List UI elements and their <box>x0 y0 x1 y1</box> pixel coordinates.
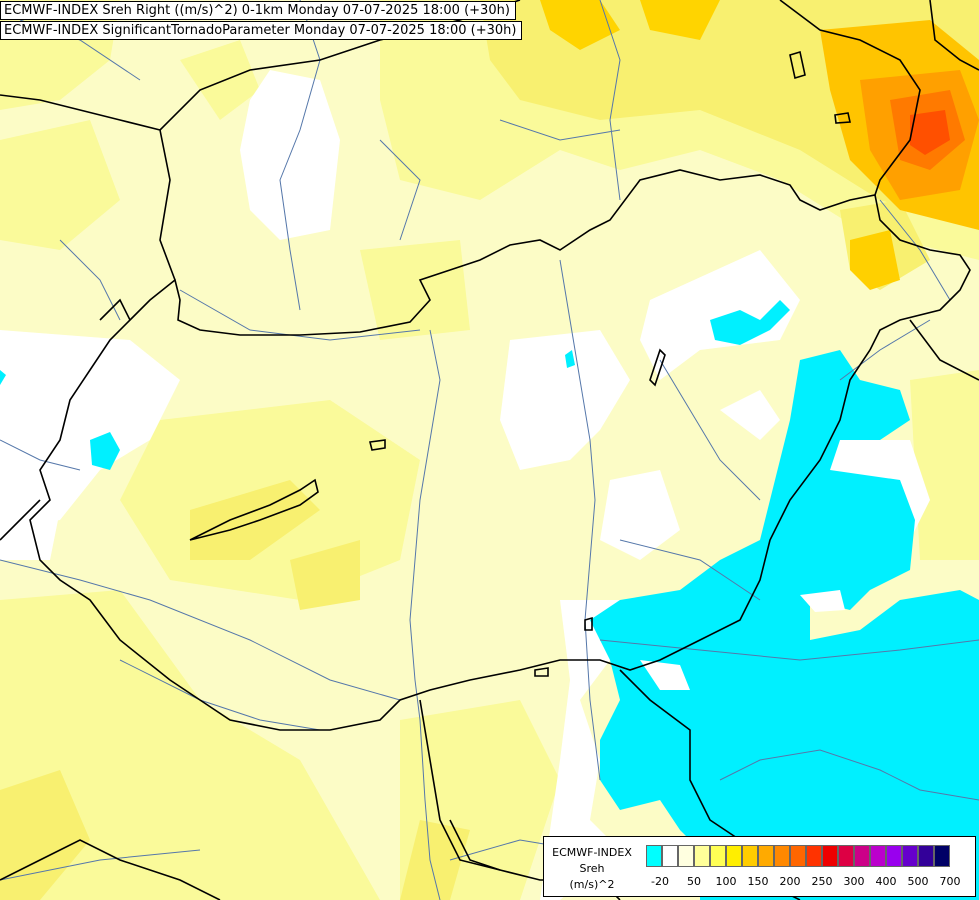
sreh-white-holes <box>640 590 845 690</box>
legend-swatch <box>934 845 950 867</box>
legend-tick-label: -20 <box>651 875 669 888</box>
legend-swatch <box>758 845 774 867</box>
legend-tick-label: 100 <box>715 875 737 888</box>
legend-swatch <box>790 845 806 867</box>
legend-swatch <box>838 845 854 867</box>
legend-swatch <box>902 845 918 867</box>
legend-tick-label: 500 <box>907 875 929 888</box>
legend-tick-label: 300 <box>843 875 865 888</box>
map-title-line-2: ECMWF-INDEX SignificantTornadoParameter … <box>0 21 523 40</box>
map-title-line-1: ECMWF-INDEX Sreh Right ((m/s)^2) 0-1km M… <box>0 1 516 20</box>
legend-swatch <box>886 845 902 867</box>
legend-unit-label: (m/s)^2 <box>569 878 615 891</box>
legend-swatch <box>918 845 934 867</box>
legend-swatch <box>742 845 758 867</box>
legend-swatch <box>726 845 742 867</box>
legend-tick-label: 200 <box>779 875 801 888</box>
legend-swatch <box>710 845 726 867</box>
color-legend: ECMWF-INDEX Sreh (m/s)^2 -20 50 100 150 200 2… <box>543 836 976 897</box>
legend-swatch <box>662 845 678 867</box>
sreh-cyan-areas <box>0 300 979 900</box>
legend-swatch <box>854 845 870 867</box>
legend-swatch <box>822 845 838 867</box>
legend-tick-label: 50 <box>687 875 701 888</box>
legend-swatch <box>806 845 822 867</box>
legend-tick-label: 700 <box>939 875 961 888</box>
legend-swatch <box>870 845 886 867</box>
legend-swatch <box>646 845 662 867</box>
legend-swatch <box>694 845 710 867</box>
legend-tick-label: 250 <box>811 875 833 888</box>
legend-swatch <box>774 845 790 867</box>
legend-swatch <box>678 845 694 867</box>
legend-tick-label: 150 <box>747 875 769 888</box>
legend-tick-label: 400 <box>875 875 897 888</box>
legend-variable-label: Sreh <box>579 862 605 875</box>
legend-source-label: ECMWF-INDEX <box>552 846 632 859</box>
